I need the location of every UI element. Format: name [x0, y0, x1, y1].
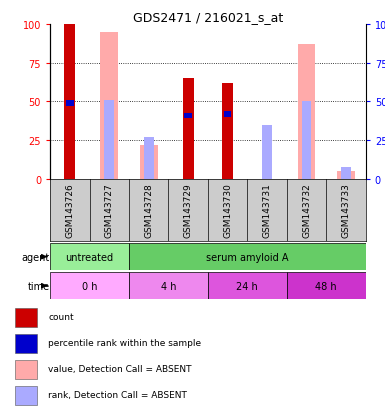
Bar	[301, 102, 311, 180]
Bar	[104, 101, 114, 180]
Text: time: time	[28, 281, 50, 291]
Title: GDS2471 / 216021_s_at: GDS2471 / 216021_s_at	[133, 11, 283, 24]
Bar	[15, 386, 37, 405]
Text: 48 h: 48 h	[315, 281, 337, 291]
Bar	[144, 138, 154, 180]
Bar	[15, 335, 37, 353]
Bar	[15, 360, 37, 379]
Text: GSM143726: GSM143726	[65, 183, 74, 237]
Bar	[140, 146, 157, 180]
Text: GSM143732: GSM143732	[302, 183, 311, 237]
Bar	[337, 172, 355, 180]
Text: 0 h: 0 h	[82, 281, 97, 291]
Text: GSM143731: GSM143731	[263, 183, 271, 237]
Text: percentile rank within the sample: percentile rank within the sample	[49, 338, 201, 347]
Bar	[100, 33, 118, 180]
Bar	[298, 45, 315, 180]
Bar	[129, 273, 208, 299]
Text: 4 h: 4 h	[161, 281, 176, 291]
Bar	[15, 309, 37, 327]
Bar	[341, 167, 351, 180]
Bar	[184, 114, 192, 119]
Text: GSM143733: GSM143733	[341, 183, 350, 237]
Text: count: count	[49, 313, 74, 321]
Text: GSM143729: GSM143729	[184, 183, 192, 237]
Text: rank, Detection Call = ABSENT: rank, Detection Call = ABSENT	[49, 390, 187, 399]
Bar	[182, 79, 194, 180]
Text: value, Detection Call = ABSENT: value, Detection Call = ABSENT	[49, 364, 192, 373]
Text: GSM143727: GSM143727	[105, 183, 114, 237]
Text: GSM143730: GSM143730	[223, 183, 232, 237]
Text: serum amyloid A: serum amyloid A	[206, 252, 289, 262]
Bar	[224, 112, 231, 117]
Text: agent: agent	[22, 252, 50, 262]
Text: untreated: untreated	[65, 252, 114, 262]
Text: 24 h: 24 h	[236, 281, 258, 291]
Bar	[129, 244, 366, 271]
Bar	[64, 25, 75, 180]
Bar	[208, 273, 287, 299]
Bar	[50, 244, 129, 271]
Bar	[287, 273, 366, 299]
Bar	[50, 273, 129, 299]
Bar	[222, 84, 233, 180]
Bar	[262, 126, 272, 180]
Bar	[66, 101, 74, 107]
Text: GSM143728: GSM143728	[144, 183, 153, 237]
